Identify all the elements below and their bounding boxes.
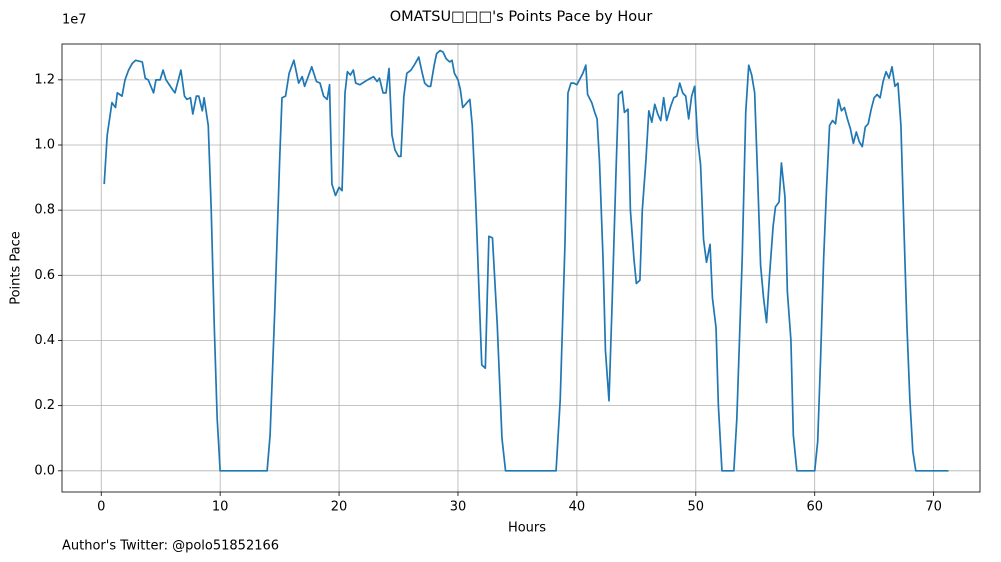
x-tick-label: 40 (569, 500, 586, 515)
x-tick-label: 70 (925, 500, 942, 515)
y-tick-label: 0.6 (34, 268, 55, 283)
plot-frame (61, 43, 981, 493)
y-tick-label: 0.8 (34, 203, 55, 218)
x-tick-label: 20 (331, 500, 348, 515)
x-tick-label: 0 (97, 500, 105, 515)
y-tick-label: 0.2 (34, 398, 55, 413)
plot-layer (103, 49, 949, 472)
footer: Author's Twitter: @polo51852166 (62, 539, 279, 554)
x-tick-label: 30 (450, 500, 467, 515)
x-axis-label: Hours (508, 521, 546, 536)
data-line (103, 49, 949, 472)
y-tick-label: 1.0 (34, 138, 55, 153)
x-tick-label: 10 (212, 500, 229, 515)
y-tick-label: 0.4 (34, 333, 55, 348)
x-tick-label: 50 (688, 500, 705, 515)
grid-layer (62, 44, 980, 492)
chart-title: OMATSU□□□'s Points Pace by Hour (390, 9, 653, 25)
y-axis-label: Points Pace (9, 231, 24, 305)
x-tick-label: 60 (806, 500, 823, 515)
y-tick-label: 0.0 (34, 463, 55, 478)
y-offset-label: 1e7 (62, 13, 87, 28)
y-tick-label: 1.2 (34, 72, 55, 87)
